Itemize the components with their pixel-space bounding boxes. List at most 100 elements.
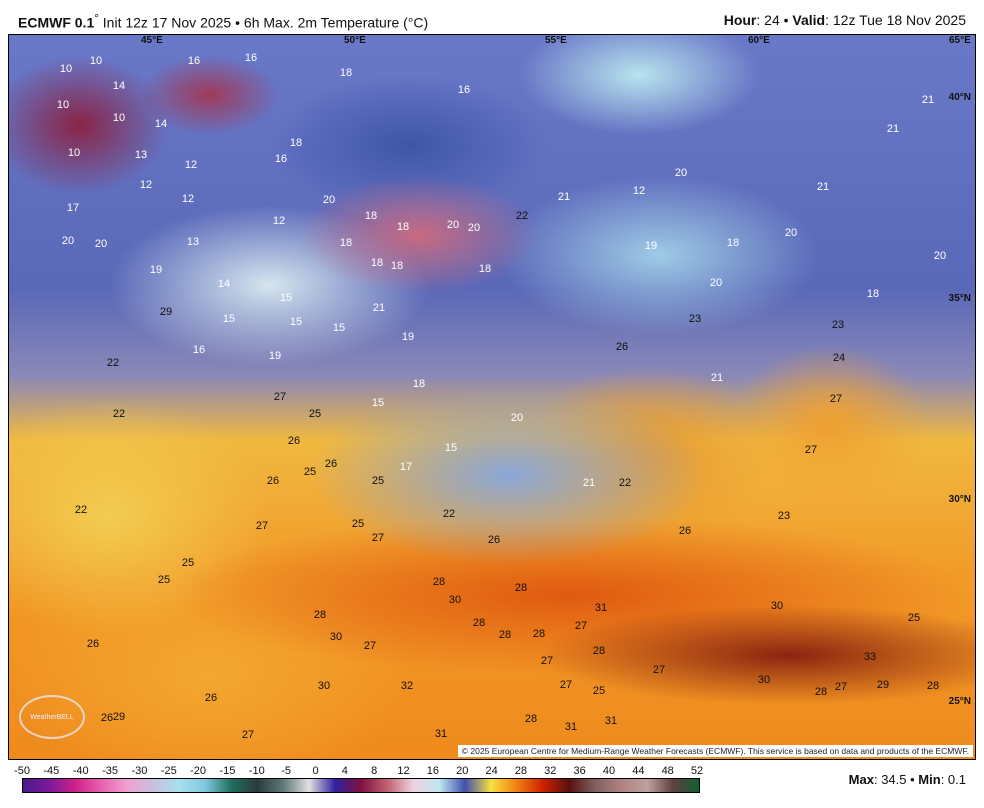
- temperature-label: 18: [390, 260, 404, 272]
- temperature-label: 26: [678, 525, 692, 537]
- temperature-label: 26: [324, 458, 338, 470]
- temperature-label: 12: [184, 159, 198, 171]
- color-scale-tick: 16: [426, 765, 440, 777]
- temperature-label: 27: [559, 679, 573, 691]
- model-name: ECMWF 0.1: [18, 14, 95, 31]
- weatherbell-logo: WeatherBELL: [19, 695, 85, 739]
- temperature-label: 14: [217, 278, 231, 290]
- temperature-label: 27: [255, 520, 269, 532]
- temperature-label: 18: [726, 237, 740, 249]
- temperature-label: 22: [515, 210, 529, 222]
- color-scale-tick: 52: [690, 765, 704, 777]
- temperature-label: 12: [139, 179, 153, 191]
- temperature-label: 21: [710, 372, 724, 384]
- temperature-label: 19: [149, 264, 163, 276]
- degree-symbol: °: [94, 12, 99, 25]
- temperature-label: 21: [372, 302, 386, 314]
- temperature-label: 31: [604, 715, 618, 727]
- temperature-label: 20: [709, 277, 723, 289]
- temperature-label: 22: [618, 477, 632, 489]
- color-scale-tick: -35: [102, 765, 118, 777]
- temperature-label: 25: [351, 518, 365, 530]
- temperature-label: 27: [829, 393, 843, 405]
- temperature-label: 20: [510, 412, 524, 424]
- temperature-label: 28: [432, 576, 446, 588]
- color-scale-tick: 36: [573, 765, 586, 777]
- init-time: Init 12z 17 Nov 2025: [102, 14, 232, 31]
- temperature-label: 20: [61, 235, 75, 247]
- color-scale-tick: 12: [397, 765, 410, 777]
- color-scale-tick: 8: [371, 765, 378, 777]
- temperature-label: 26: [287, 435, 301, 447]
- temperature-label: 14: [154, 118, 168, 130]
- temperature-label: 26: [100, 712, 114, 724]
- temperature-label: 23: [777, 510, 791, 522]
- latitude-label: 25°N: [948, 696, 971, 707]
- temperature-label: 15: [222, 313, 236, 325]
- temperature-label: 29: [112, 711, 126, 723]
- color-scale-bar: [22, 778, 700, 793]
- temperature-label: 18: [396, 221, 410, 233]
- temperature-label: 25: [303, 466, 317, 478]
- latitude-label: 30°N: [948, 494, 971, 505]
- temperature-label: 10: [112, 112, 126, 124]
- temperature-label: 19: [644, 240, 658, 252]
- temperature-label: 18: [339, 237, 353, 249]
- color-scale-tick: 44: [632, 765, 645, 777]
- temperature-label: 27: [804, 444, 818, 456]
- temperature-label: 30: [757, 674, 771, 686]
- color-scale-tick: -20: [190, 765, 207, 777]
- temperature-label: 13: [134, 149, 148, 161]
- temperature-label: 12: [632, 185, 646, 197]
- temperature-label: 22: [112, 408, 126, 420]
- color-scale-tick: 0: [312, 765, 319, 777]
- valid-value: 12z Tue 18 Nov 2025: [832, 12, 966, 28]
- color-scale-tick: 24: [485, 765, 498, 777]
- temperature-label: 18: [364, 210, 378, 222]
- color-scale-tick: -45: [43, 765, 60, 777]
- temperature-label: 19: [268, 350, 282, 362]
- hour-value: 24: [764, 12, 780, 28]
- min-label: Min: [918, 772, 941, 787]
- temperature-label: 20: [784, 227, 798, 239]
- temperature-label: 13: [186, 236, 200, 248]
- temperature-label: 16: [187, 55, 201, 67]
- temperature-label: 27: [273, 391, 287, 403]
- temperature-label: 27: [652, 664, 666, 676]
- color-scale-tick: -25: [160, 765, 177, 777]
- longitude-label: 45°E: [141, 35, 163, 46]
- temperature-label: 27: [371, 532, 385, 544]
- map-title: ECMWF 0.1° Init 12z 17 Nov 2025 • 6h Max…: [18, 12, 429, 31]
- temperature-label: 15: [444, 442, 458, 454]
- temperature-label: 22: [74, 504, 88, 516]
- temperature-label: 21: [921, 94, 935, 106]
- temperature-label: 17: [66, 202, 80, 214]
- temperature-label: 19: [401, 331, 415, 343]
- temperature-label: 21: [582, 477, 596, 489]
- latitude-label: 40°N: [948, 92, 971, 103]
- temperature-label: 25: [592, 685, 606, 697]
- temperature-label: 20: [933, 250, 947, 262]
- temperature-label: 27: [540, 655, 554, 667]
- max-value: 34.5: [881, 772, 907, 787]
- temperature-label: 27: [241, 729, 255, 741]
- color-scale-tick: 40: [602, 765, 616, 777]
- temperature-label: 10: [56, 99, 70, 111]
- longitude-label: 65°E: [949, 35, 971, 46]
- longitude-label: 50°E: [344, 35, 366, 46]
- color-scale-tick: -5: [281, 765, 292, 777]
- temperature-label: 12: [272, 215, 286, 227]
- color-scale-tick: 28: [514, 765, 528, 777]
- temperature-label: 33: [863, 651, 877, 663]
- temperature-label: 26: [615, 341, 629, 353]
- color-scale-tick: 48: [661, 765, 674, 777]
- hour-label: Hour: [723, 12, 757, 28]
- temperature-label: 25: [308, 408, 322, 420]
- min-value: 0.1: [947, 772, 966, 787]
- temperature-label: 12: [181, 193, 195, 205]
- temperature-label: 15: [371, 397, 385, 409]
- temperature-label: 27: [834, 681, 848, 693]
- temperature-label: 16: [192, 344, 206, 356]
- temperature-label: 29: [159, 306, 173, 318]
- color-scale-tick: 20: [456, 765, 469, 777]
